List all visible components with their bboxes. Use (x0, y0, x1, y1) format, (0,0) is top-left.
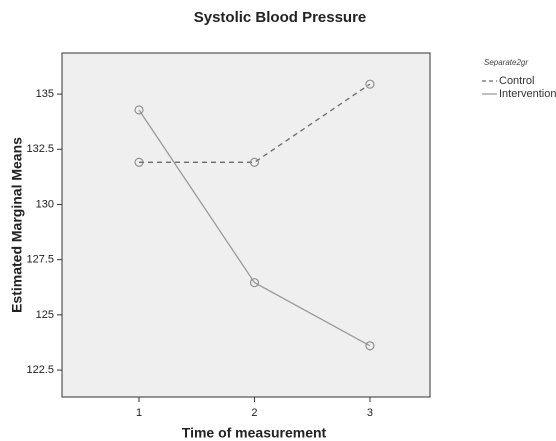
y-tick-label: 130 (36, 198, 54, 210)
data-point (134, 157, 144, 167)
y-tick-label: 127.5 (26, 254, 54, 266)
series-line (139, 83, 371, 163)
legend-title: Separate2gr (484, 58, 528, 67)
legend-label: Control (499, 75, 534, 87)
legend-label: Intervention (499, 88, 556, 100)
plot-area (61, 52, 431, 398)
data-point (134, 105, 144, 115)
data-point (249, 157, 260, 167)
data-point (249, 278, 260, 288)
y-tick-label: 125 (36, 309, 54, 321)
y-axis-label: Estimated Marginal Means (9, 137, 25, 313)
y-tick-label: 122.5 (26, 364, 54, 376)
x-tick-label: 2 (251, 407, 257, 419)
x-tick-label: 3 (367, 407, 373, 419)
x-axis-label: Time of measurement (182, 425, 327, 441)
data-point (365, 79, 375, 89)
series-line (138, 109, 371, 347)
data-point (365, 341, 375, 351)
y-tick-label: 132.5 (26, 143, 54, 155)
chart-title: Systolic Blood Pressure (194, 9, 367, 26)
x-tick-label: 1 (136, 407, 142, 419)
y-tick-label: 135 (36, 88, 54, 100)
